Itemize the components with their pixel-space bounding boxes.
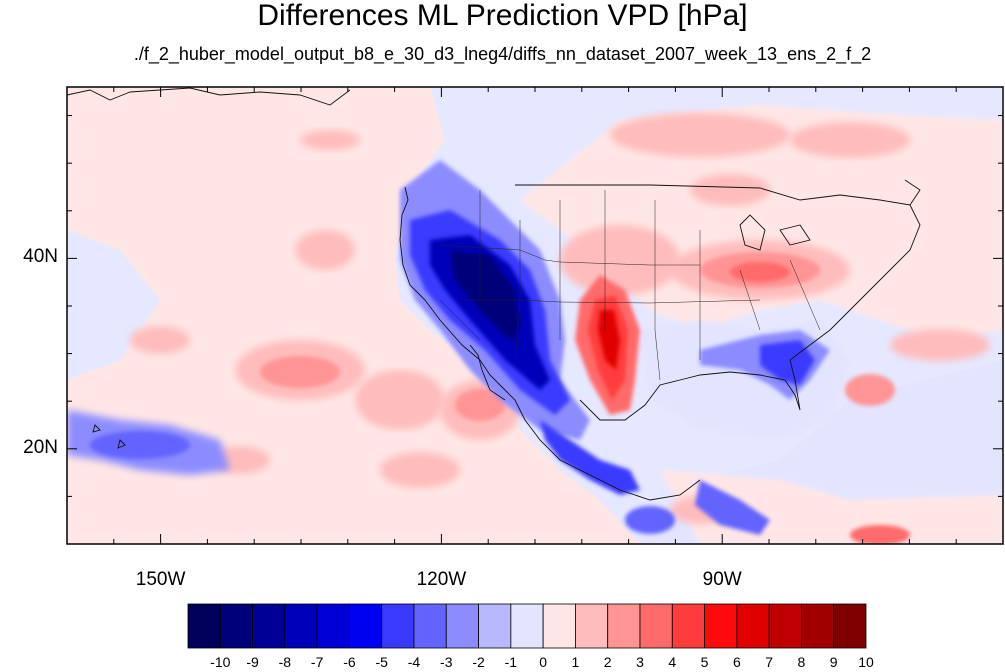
colorbar-swatch <box>671 603 705 649</box>
colorbar-tick-label: 3 <box>636 654 644 670</box>
colorbar-tick-label: 6 <box>732 654 741 670</box>
colorbar-swatch <box>413 603 447 649</box>
colorbar-swatch <box>381 603 415 649</box>
colorbar-swatch <box>607 603 641 649</box>
colorbar-swatch <box>445 603 479 649</box>
colorbar-tick-label: -7 <box>310 654 324 670</box>
colorbar-swatch <box>510 603 544 649</box>
colorbar-swatch <box>704 603 738 649</box>
lon-tick-label: 90W <box>702 569 742 590</box>
colorbar-tick-label: 4 <box>668 654 677 670</box>
colorbar-swatch <box>833 603 867 649</box>
lon-tick-label: 120W <box>416 569 467 590</box>
chart-title: Differences ML Prediction VPD [hPa] <box>257 0 748 32</box>
colorbar-swatch <box>349 603 383 649</box>
colorbar-swatch <box>284 603 318 649</box>
colorbar-tick-label: -6 <box>343 654 356 670</box>
colorbar-tick-label: 9 <box>829 654 838 670</box>
colorbar-tick-label: 5 <box>700 654 709 670</box>
colorbar-tick-label: -9 <box>246 654 259 670</box>
colorbar-tick-label: 1 <box>571 654 580 670</box>
colorbar-swatch <box>736 603 770 649</box>
colorbar-tick-label: 8 <box>797 654 806 670</box>
lat-tick-label: 20N <box>23 436 58 458</box>
colorbar-tick-label: -10 <box>210 654 231 670</box>
colorbar-tick-label: 0 <box>539 654 548 670</box>
colorbar-tick-label: -2 <box>472 654 485 670</box>
colorbar-tick-label: -3 <box>440 654 453 670</box>
lat-tick-label: 40N <box>23 246 58 268</box>
colorbar-tick-label: -1 <box>504 654 518 670</box>
lon-tick-label: 150W <box>135 569 186 590</box>
colorbar-swatch <box>542 603 576 649</box>
colorbar-tick-label: -5 <box>375 654 388 670</box>
colorbar-swatch <box>219 603 253 649</box>
axis-ticks <box>66 87 1004 544</box>
map-fill-layer <box>67 87 1003 544</box>
colorbar-tick-label: 7 <box>765 654 774 670</box>
chart-subtitle: ./f_2_huber_model_output_b8_e_30_d3_lneg… <box>133 44 872 64</box>
colorbar-swatch <box>187 603 221 649</box>
coastlines <box>67 87 921 501</box>
colorbar-tick-label: -4 <box>407 654 421 670</box>
colorbar <box>187 603 867 649</box>
colorbar-swatch <box>768 603 802 649</box>
colorbar-swatch <box>801 603 835 649</box>
colorbar-swatch <box>316 603 350 649</box>
colorbar-swatch <box>478 603 512 649</box>
state-boundaries <box>439 190 821 381</box>
colorbar-tick-label: 10 <box>858 654 874 670</box>
colorbar-tick-label: -8 <box>278 654 292 670</box>
colorbar-swatch <box>252 603 286 649</box>
colorbar-swatch <box>639 603 673 649</box>
colorbar-tick-label: 2 <box>603 654 612 670</box>
colorbar-swatch <box>575 603 609 649</box>
